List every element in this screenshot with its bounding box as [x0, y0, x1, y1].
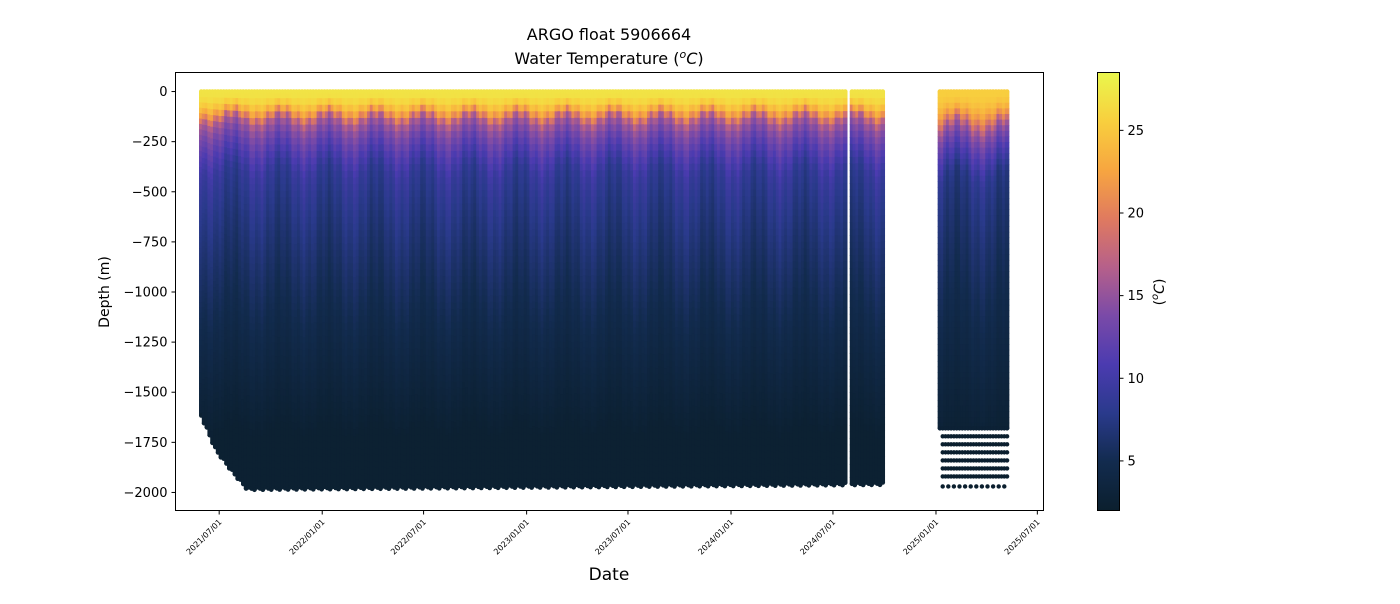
profile-column — [880, 89, 885, 485]
chart-title: ARGO float 5906664 — [527, 25, 691, 44]
colorbar-tick-label: 20 — [1128, 206, 1145, 221]
y-tick-label: 0 — [159, 85, 167, 100]
colorbar-label: (oC) — [1150, 279, 1168, 306]
x-tick-label: 2025/07/01 — [1003, 518, 1042, 557]
colorbar-tick-label: 10 — [1128, 372, 1145, 387]
colorbar-tick-label: 25 — [1128, 124, 1145, 139]
y-tick-label: −750 — [132, 235, 168, 250]
x-tick-label: 2025/01/01 — [901, 518, 940, 557]
data-point — [952, 484, 956, 488]
data-point — [957, 484, 961, 488]
data-point — [980, 484, 984, 488]
data-point — [1005, 434, 1009, 438]
colorbar-tick-label: 15 — [1128, 289, 1145, 304]
data-point — [843, 89, 848, 94]
data-point — [1005, 426, 1010, 431]
y-tick-label: −1750 — [124, 436, 168, 451]
data-point — [1005, 474, 1009, 478]
colorbar-ticks: 5 10 15 20 25 — [1120, 124, 1145, 470]
x-tick-label: 2022/01/01 — [288, 518, 327, 557]
colorbar-tick-label: 5 — [1128, 454, 1136, 469]
y-axis: 0 −250 −500 −750 −1000 −1250 −1500 −1750 −2000 — [124, 85, 176, 501]
data-point — [1005, 89, 1010, 94]
data-point — [941, 484, 945, 488]
x-tick-label: 2024/01/01 — [696, 518, 735, 557]
data-point — [1005, 458, 1009, 462]
data-point — [880, 480, 885, 485]
x-tick-label: 2024/07/01 — [798, 518, 837, 557]
data-point — [843, 480, 848, 485]
profile-column — [843, 89, 848, 485]
data-point — [1002, 484, 1006, 488]
data-point — [1005, 442, 1009, 446]
data-point — [963, 484, 967, 488]
data-point — [969, 484, 973, 488]
colorbar — [1098, 73, 1120, 511]
chart-subtitle: Water Temperature (oC) — [514, 48, 703, 68]
y-tick-label: −250 — [132, 135, 168, 150]
y-tick-label: −1500 — [124, 386, 168, 401]
data-point — [1005, 450, 1009, 454]
data-point — [1005, 466, 1009, 470]
x-tick-label: 2022/07/01 — [389, 518, 428, 557]
data-point — [991, 484, 995, 488]
data-point — [880, 89, 885, 94]
x-axis-label: Date — [589, 565, 630, 585]
x-tick-label: 2023/01/01 — [492, 518, 531, 557]
data-point — [946, 484, 950, 488]
y-axis-label: Depth (m) — [97, 256, 113, 328]
x-tick-label: 2023/07/01 — [593, 518, 632, 557]
x-axis: 2021/07/01 2022/01/01 2022/07/01 2023/01/01… — [185, 511, 1042, 557]
data-point — [974, 484, 978, 488]
data-point — [985, 484, 989, 488]
x-tick-label: 2021/07/01 — [185, 518, 224, 557]
y-tick-label: −1000 — [124, 286, 168, 301]
plot-area — [199, 89, 1009, 492]
data-point — [997, 484, 1001, 488]
y-tick-label: −1250 — [124, 336, 168, 351]
profile-column — [1005, 89, 1010, 430]
y-tick-label: −2000 — [124, 486, 168, 501]
y-tick-label: −500 — [132, 185, 168, 200]
